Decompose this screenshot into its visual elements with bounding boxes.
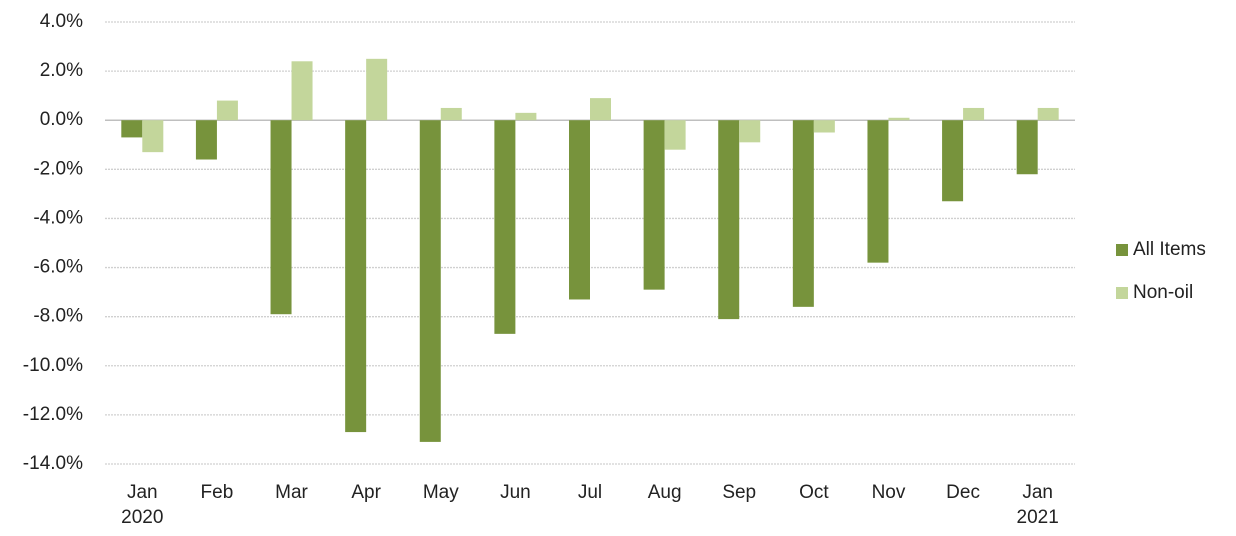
bar (792, 120, 814, 307)
x-tick-label: Nov (872, 482, 906, 503)
bar (963, 107, 985, 121)
bar (813, 120, 835, 133)
x-tick-label: Apr (351, 482, 381, 503)
x-tick-label: Oct (799, 482, 829, 503)
bar (664, 120, 686, 150)
bar (419, 120, 441, 442)
y-tick-label: 2.0% (40, 60, 83, 81)
y-tick-label: -12.0% (23, 404, 83, 425)
y-tick-label: -8.0% (33, 306, 83, 327)
bar (291, 61, 313, 121)
legend-label: Non-oil (1133, 282, 1193, 303)
y-tick-label: 0.0% (40, 109, 83, 130)
x-tick-label: Sep (722, 482, 756, 503)
y-tick-label: -14.0% (23, 453, 83, 474)
bar (1016, 120, 1038, 175)
y-tick-label: -4.0% (33, 207, 83, 228)
y-tick-label: 4.0% (40, 11, 83, 32)
bar (494, 120, 516, 334)
bar (366, 58, 388, 121)
x-tick-label: Aug (648, 482, 682, 503)
legend-swatch (1116, 244, 1128, 256)
bar (440, 107, 462, 121)
bar (216, 100, 238, 121)
x-tick-label: Jan 2020 (121, 482, 163, 528)
bar (569, 120, 590, 300)
bar (345, 120, 367, 433)
bar (121, 120, 143, 138)
y-tick-label: -10.0% (23, 355, 83, 376)
bar (590, 98, 611, 121)
bar (515, 112, 537, 121)
bar (142, 120, 164, 153)
bar (942, 120, 964, 202)
bar (195, 120, 217, 160)
legend-swatch (1116, 287, 1128, 299)
y-tick-label: -2.0% (33, 158, 83, 179)
bar (1037, 107, 1059, 121)
bar (643, 120, 665, 290)
bar (739, 120, 761, 143)
bar (718, 120, 740, 320)
x-tick-label: Jan 2021 (1017, 482, 1059, 528)
legend-label: All Items (1133, 239, 1206, 260)
x-tick-label: Jul (578, 482, 602, 503)
bar (270, 120, 292, 315)
y-tick-label: -6.0% (33, 257, 83, 278)
x-tick-label: Jun (500, 482, 531, 503)
x-tick-label: Feb (201, 482, 234, 503)
bar (867, 120, 889, 263)
x-tick-label: Dec (946, 482, 980, 503)
x-tick-label: Mar (275, 482, 308, 503)
x-tick-label: May (423, 482, 459, 503)
bar (888, 117, 910, 121)
